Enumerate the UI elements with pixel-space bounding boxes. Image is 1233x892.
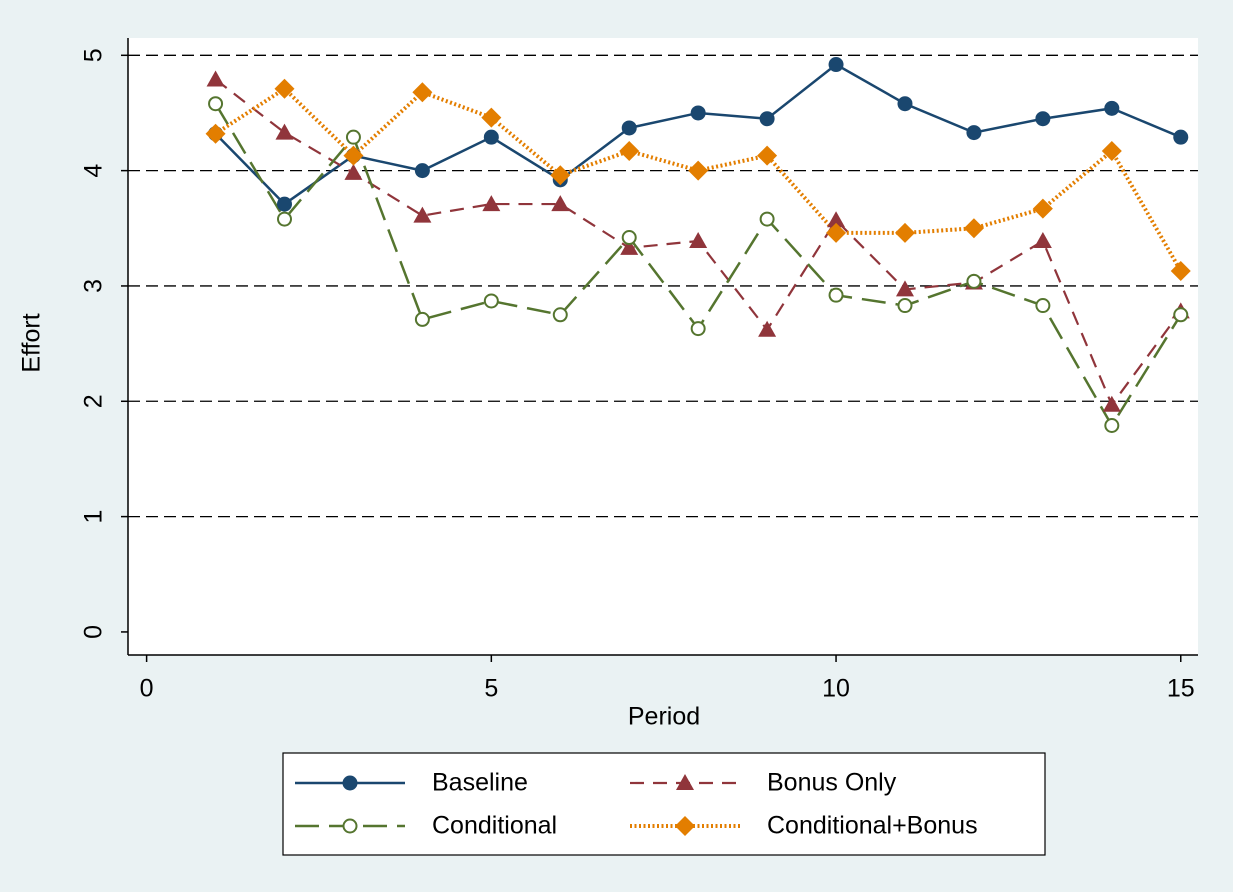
marker: [690, 321, 706, 337]
marker: [688, 160, 709, 181]
marker: [205, 123, 226, 144]
marker: [619, 141, 640, 162]
legend-label: Conditional+Bonus: [767, 812, 978, 840]
marker: [551, 195, 570, 212]
marker: [897, 298, 913, 314]
marker: [1170, 260, 1191, 281]
marker: [552, 307, 568, 323]
marker: [412, 82, 433, 103]
marker: [1101, 141, 1122, 162]
marker: [827, 211, 846, 228]
marker: [550, 165, 571, 186]
marker: [758, 320, 777, 337]
marker: [206, 70, 225, 87]
marker: [1104, 417, 1120, 433]
marker: [274, 78, 295, 99]
marker: [621, 230, 637, 246]
marker: [481, 107, 502, 128]
marker: [1035, 111, 1051, 127]
marker: [1102, 395, 1121, 412]
marker: [344, 163, 363, 180]
plot-area: [128, 38, 1198, 655]
marker: [483, 293, 499, 309]
marker: [1033, 231, 1052, 248]
y-axis-title: Effort: [18, 313, 46, 372]
marker: [894, 222, 915, 243]
y-tick-label: 0: [80, 625, 108, 639]
y-tick-label: 2: [80, 394, 108, 408]
marker: [275, 123, 294, 140]
marker: [689, 231, 708, 248]
marker: [482, 195, 501, 212]
marker: [828, 287, 844, 303]
marker: [1035, 298, 1051, 314]
x-tick-label: 15: [1167, 675, 1195, 703]
marker: [1173, 129, 1189, 145]
marker: [759, 111, 775, 127]
x-tick-label: 5: [484, 675, 498, 703]
marker: [966, 125, 982, 141]
marker: [963, 218, 984, 239]
marker: [897, 96, 913, 112]
marker: [1104, 100, 1120, 116]
marker: [483, 129, 499, 145]
marker: [759, 211, 775, 227]
marker: [414, 163, 430, 179]
marker: [966, 273, 982, 289]
marker: [757, 145, 778, 166]
marker: [1173, 307, 1189, 323]
y-tick-label: 3: [80, 279, 108, 293]
legend-marker: [676, 774, 694, 790]
legend-marker: [675, 816, 695, 836]
legend-label: Conditional: [432, 812, 557, 840]
x-tick-label: 0: [140, 675, 154, 703]
legend-label: Bonus Only: [767, 769, 897, 797]
y-tick-label: 1: [80, 510, 108, 524]
legend: [282, 752, 1046, 856]
legend-marker: [342, 818, 358, 834]
legend-marker: [342, 775, 358, 791]
marker: [414, 311, 430, 327]
x-tick-label: 10: [822, 675, 850, 703]
marker: [1032, 198, 1053, 219]
y-tick-label: 5: [80, 48, 108, 62]
marker: [690, 105, 706, 121]
marker: [345, 129, 361, 145]
marker: [826, 222, 847, 243]
marker: [413, 206, 432, 223]
marker: [208, 96, 224, 112]
marker: [620, 238, 639, 255]
marker: [621, 120, 637, 136]
marker: [277, 196, 293, 212]
legend-label: Baseline: [432, 769, 528, 797]
marker: [277, 211, 293, 227]
marker: [828, 57, 844, 73]
marker: [895, 280, 914, 297]
y-tick-label: 4: [80, 164, 108, 178]
x-axis-title: Period: [628, 703, 700, 731]
marker: [343, 145, 364, 166]
